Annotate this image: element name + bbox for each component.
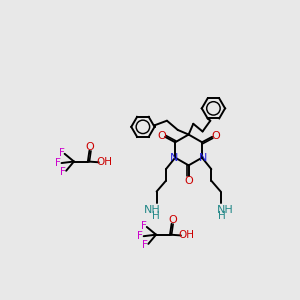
Text: F: F [55, 158, 61, 168]
Text: F: F [58, 148, 64, 158]
Text: N: N [170, 153, 178, 163]
Text: O: O [184, 176, 193, 186]
Text: F: F [142, 240, 148, 250]
Text: O: O [86, 142, 94, 152]
Text: O: O [212, 131, 220, 141]
Text: F: F [60, 167, 66, 177]
Text: OH: OH [96, 157, 112, 167]
Text: NH: NH [217, 205, 234, 215]
Text: O: O [157, 131, 166, 141]
Text: O: O [168, 215, 177, 225]
Text: H: H [152, 211, 160, 221]
Text: OH: OH [178, 230, 194, 240]
Text: F: F [141, 221, 147, 231]
Text: NH: NH [144, 205, 160, 215]
Text: H: H [218, 211, 225, 221]
Text: F: F [137, 231, 143, 241]
Text: N: N [199, 153, 207, 163]
